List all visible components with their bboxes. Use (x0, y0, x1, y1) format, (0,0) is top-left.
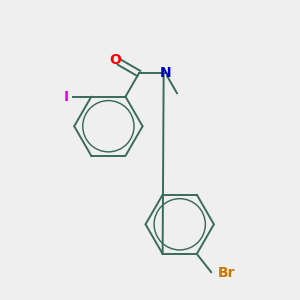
Text: O: O (109, 53, 121, 67)
Text: N: N (160, 67, 171, 80)
Text: Br: Br (218, 266, 235, 280)
Text: I: I (64, 90, 69, 104)
